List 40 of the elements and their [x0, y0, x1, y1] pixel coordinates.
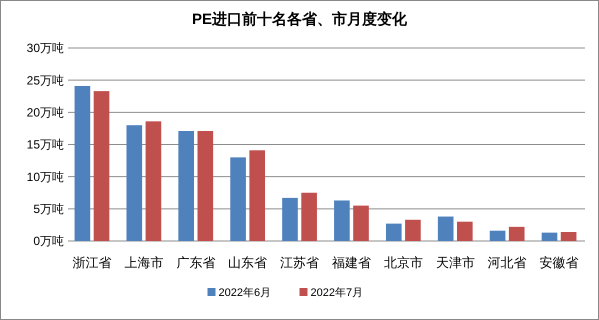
bar: [456, 222, 473, 241]
bar: [405, 220, 421, 241]
bar: [490, 230, 506, 241]
y-tick-label: 25万吨: [26, 73, 64, 88]
y-tick-label: 5万吨: [33, 202, 64, 216]
bar: [508, 226, 525, 241]
y-tick-label: 0万吨: [33, 234, 64, 248]
x-tick-label: 江苏省: [280, 255, 320, 270]
x-tick-label: 安徽省: [540, 255, 579, 270]
x-tick-label: 天津市: [436, 255, 475, 270]
bar: [334, 200, 350, 241]
bar: [353, 206, 369, 241]
bar: [386, 224, 402, 241]
x-tick-label: 福建省: [332, 255, 371, 270]
x-tick-label: 河北省: [488, 255, 527, 270]
bar: [230, 157, 246, 241]
bar: [542, 232, 558, 241]
bar: [146, 121, 162, 241]
y-tick-label: 30万吨: [26, 41, 64, 56]
x-tick-label: 广东省: [176, 255, 216, 270]
bar: [560, 232, 576, 241]
bar: [282, 198, 298, 241]
bar: [438, 216, 454, 241]
x-tick-label: 北京市: [384, 255, 423, 270]
x-tick-label: 浙江省: [72, 255, 112, 270]
y-tick-label: 10万吨: [26, 170, 64, 184]
bar: [197, 130, 214, 241]
bar: [74, 86, 90, 241]
y-tick-label: 20万吨: [26, 106, 64, 120]
bar: [249, 150, 266, 241]
legend-label: 2022年6月: [218, 287, 272, 299]
bar: [126, 125, 142, 241]
x-tick-label: 上海市: [124, 255, 164, 270]
bar: [94, 91, 110, 241]
bar: [178, 130, 194, 241]
bar: [301, 192, 317, 241]
legend-label: 2022年7月: [310, 287, 364, 299]
chart-title: PE进口前十名各省、市月度变化: [192, 10, 408, 28]
y-tick-label: 15万吨: [26, 138, 64, 152]
x-tick-label: 山东省: [228, 255, 268, 270]
